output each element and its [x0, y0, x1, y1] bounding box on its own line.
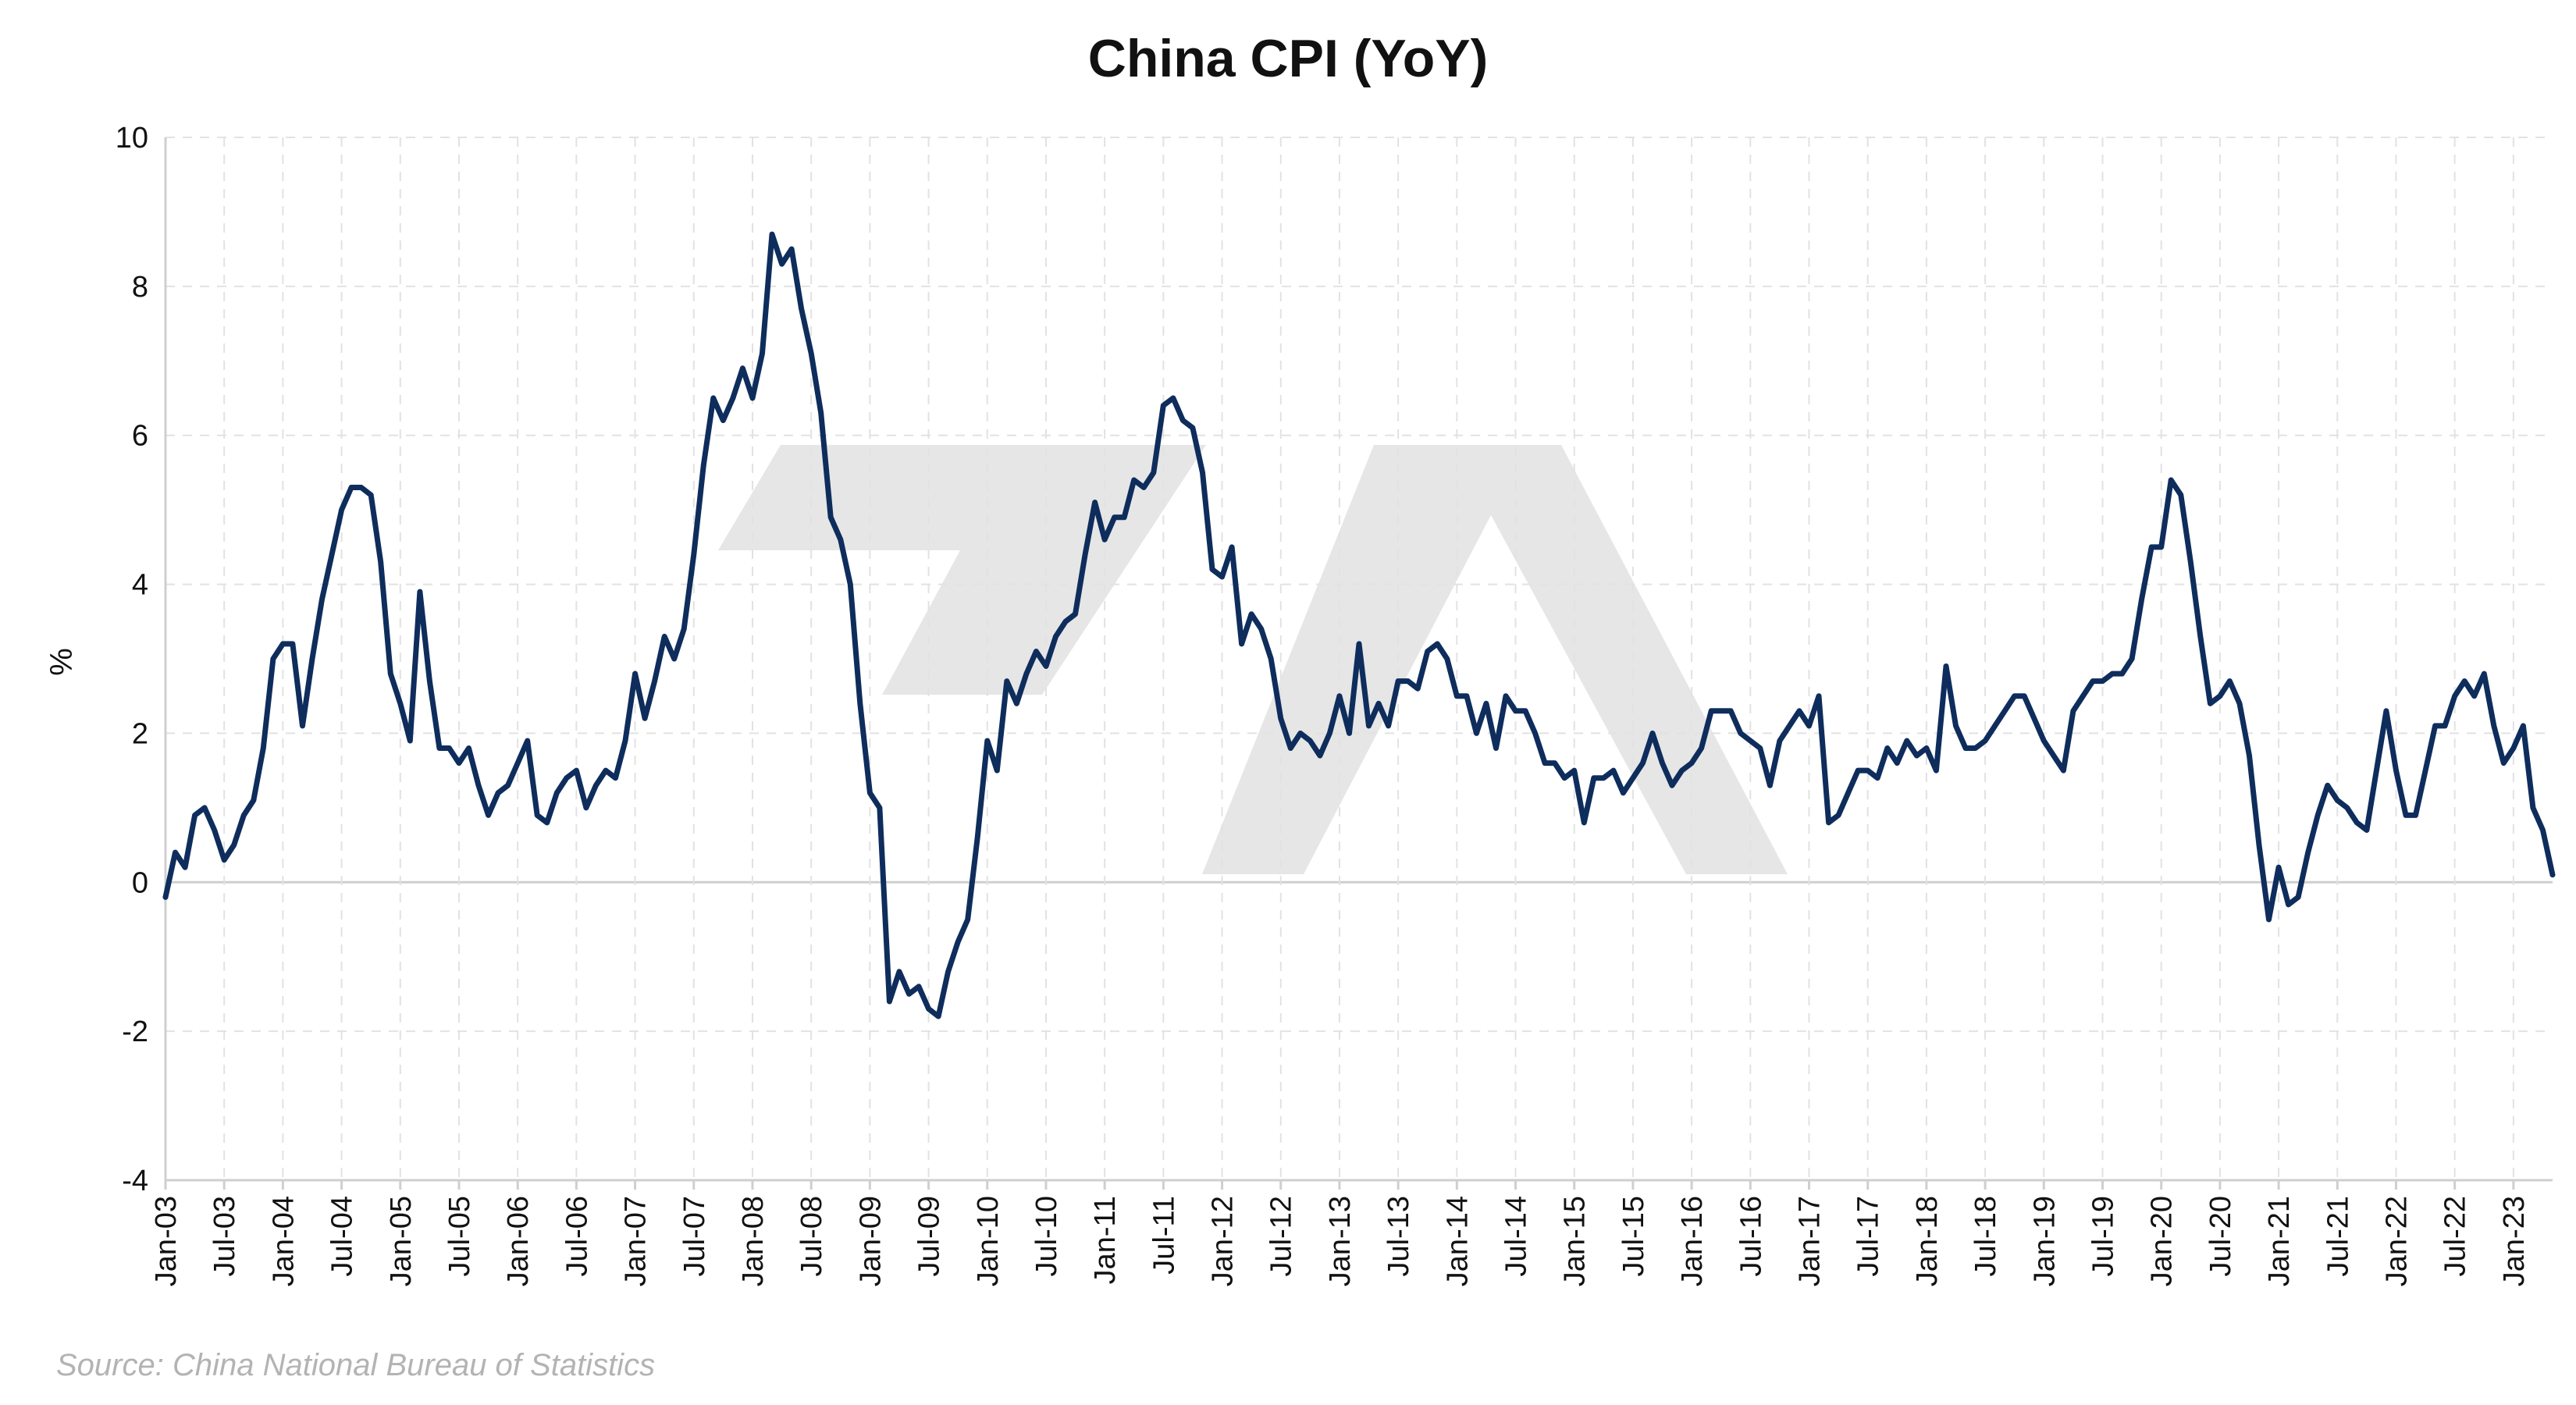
x-tick-label: Jan-16 — [1676, 1196, 1709, 1286]
x-tick-label: Jan-14 — [1441, 1196, 1474, 1286]
x-tick-label: Jan-04 — [267, 1196, 300, 1286]
x-tick-label: Jan-19 — [2028, 1196, 2061, 1286]
series-layer — [162, 231, 2556, 1019]
x-tick-label: Jan-13 — [1324, 1196, 1357, 1286]
x-tick-label: Jul-17 — [1852, 1196, 1885, 1277]
chart-title: China CPI (YoY) — [1088, 29, 1489, 88]
x-tick-label: Jul-21 — [2322, 1196, 2354, 1277]
x-tick-label: Jan-20 — [2146, 1196, 2179, 1286]
x-tick-label: Jan-21 — [2263, 1196, 2296, 1286]
x-tick-label: Jul-12 — [1265, 1196, 1298, 1277]
x-tick-label: Jul-07 — [678, 1196, 711, 1277]
y-tick-labels: -4 -2 0 2 4 6 8 10 — [116, 122, 148, 1197]
x-tick-label: Jan-22 — [2380, 1196, 2413, 1286]
y-tick-label: 6 — [132, 420, 148, 453]
x-tick-label: Jan-12 — [1207, 1196, 1240, 1286]
x-tick-label: Jul-06 — [560, 1196, 593, 1277]
x-tick-label: Jan-23 — [2498, 1196, 2531, 1286]
y-tick-label: -2 — [122, 1016, 148, 1048]
x-tick-label: Jul-08 — [795, 1196, 828, 1277]
x-tick-label: Jul-15 — [1617, 1196, 1650, 1277]
cpi-series-line — [162, 231, 2556, 1019]
x-tick-label: Jul-13 — [1382, 1196, 1415, 1277]
x-tick-label: Jul-18 — [1969, 1196, 2002, 1277]
y-tick-label: 10 — [116, 122, 148, 155]
x-tick-label: Jul-11 — [1147, 1196, 1180, 1275]
x-tick-label: Jul-09 — [913, 1196, 946, 1277]
x-tick-label: Jul-16 — [1735, 1196, 1767, 1277]
x-tick-label: Jul-03 — [208, 1196, 241, 1277]
x-tick-label: Jan-08 — [737, 1196, 770, 1286]
x-tick-label: Jan-15 — [1559, 1196, 1592, 1286]
x-tick-label: Jul-19 — [2087, 1196, 2119, 1277]
axes — [164, 137, 2553, 1182]
source-note: Source: China National Bureau of Statist… — [56, 1348, 655, 1382]
x-tick-label: Jan-18 — [1911, 1196, 1944, 1286]
x-tick-label: Jul-04 — [326, 1196, 359, 1277]
y-axis-label: % — [44, 648, 79, 676]
x-tick-labels: Jan-03 Jul-03 Jan-04 Jul-04 Jan-05 Jul-05 Jan-… — [150, 1196, 2531, 1286]
x-tick-label: Jul-05 — [443, 1196, 476, 1277]
y-tick-label: 0 — [132, 866, 148, 899]
y-tick-label: 4 — [132, 569, 148, 602]
x-tick-label: Jul-10 — [1030, 1196, 1063, 1277]
x-tick-label: Jan-06 — [502, 1196, 535, 1286]
y-tick-label: 8 — [132, 271, 148, 304]
x-tick-label: Jan-07 — [620, 1196, 653, 1286]
x-tick-label: Jul-22 — [2439, 1196, 2472, 1277]
gridlines — [164, 137, 2553, 1190]
y-tick-label: 2 — [132, 717, 148, 750]
x-tick-label: Jan-03 — [150, 1196, 183, 1286]
x-tick-label: Jan-17 — [1794, 1196, 1827, 1286]
x-tick-label: Jan-05 — [385, 1196, 418, 1286]
x-tick-label: Jan-11 — [1089, 1196, 1122, 1284]
x-tick-label: Jul-20 — [2204, 1196, 2237, 1277]
x-tick-label: Jul-14 — [1500, 1196, 1533, 1277]
y-tick-label: -4 — [122, 1165, 148, 1197]
x-tick-label: Jan-10 — [972, 1196, 1005, 1286]
x-tick-label: Jan-09 — [854, 1196, 887, 1286]
